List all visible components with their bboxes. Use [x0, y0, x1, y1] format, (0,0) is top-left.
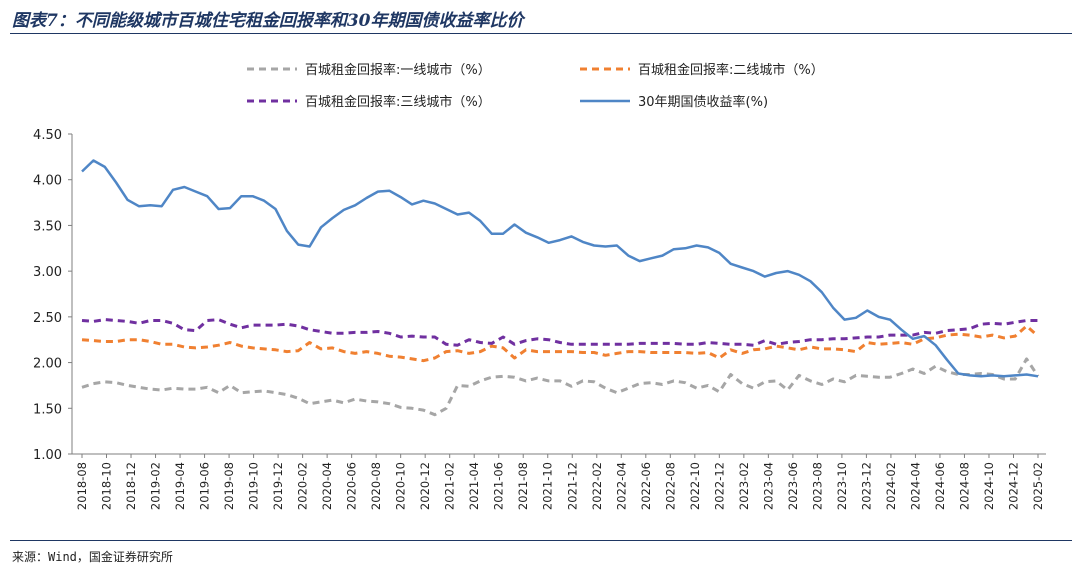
y-tick-label: 1.50	[33, 402, 62, 417]
legend-label: 百城租金回报率:一线城市（%）	[305, 62, 491, 78]
x-tick-label: 2024-04	[908, 462, 922, 510]
x-tick-label: 2023-12	[859, 462, 873, 510]
y-tick-label: 2.00	[33, 357, 62, 372]
x-tick-label: 2023-04	[761, 462, 775, 510]
title-underline	[10, 33, 1072, 34]
series-30y-bond-yield-line	[81, 159, 1039, 378]
x-tick-label: 2023-08	[810, 462, 824, 510]
plot-area	[81, 159, 1040, 417]
x-tick-label: 2021-10	[541, 462, 555, 510]
x-tick-label: 2021-12	[565, 462, 579, 510]
x-tick-label: 2025-02	[1031, 462, 1045, 510]
legend-label: 30年期国债收益率(%)	[638, 94, 768, 110]
y-tick-label: 4.50	[33, 128, 62, 143]
x-tick-label: 2022-04	[614, 462, 628, 510]
y-tick-label: 4.00	[33, 174, 62, 189]
x-tick-label: 2023-06	[786, 462, 800, 510]
x-tick-label: 2023-02	[737, 462, 751, 510]
x-tick-label: 2019-04	[173, 462, 187, 510]
y-tick-label: 3.00	[33, 265, 62, 280]
x-tick-label: 2022-02	[590, 462, 604, 510]
x-tick-label: 2020-04	[320, 462, 334, 510]
x-tick-label: 2021-08	[516, 462, 530, 510]
series-tier2-city-line	[81, 324, 1039, 363]
x-tick-label: 2019-02	[149, 462, 163, 510]
x-tick-label: 2019-08	[222, 462, 236, 510]
x-tick-label: 2023-10	[835, 462, 849, 510]
x-tick-label: 2020-06	[345, 462, 359, 510]
x-tick-label: 2024-06	[933, 462, 947, 510]
legend-label: 百城租金回报率:三线城市（%）	[305, 94, 491, 110]
x-tick-label: 2020-12	[418, 462, 432, 510]
x-tick-label: 2018-10	[100, 462, 114, 510]
x-tick-label: 2019-12	[271, 462, 285, 510]
y-tick-label: 3.50	[33, 219, 62, 234]
x-tick-label: 2022-10	[688, 462, 702, 510]
x-tick-label: 2020-02	[296, 462, 310, 510]
x-tick-label: 2024-10	[982, 462, 996, 510]
x-tick-label: 2022-06	[639, 462, 653, 510]
legend-label: 百城租金回报率:二线城市（%）	[638, 62, 824, 78]
x-tick-label: 2021-02	[443, 462, 457, 510]
x-axis: 2018-08 2018-10 2018-12 2019-02 2019-04 2019-…	[72, 453, 1046, 510]
x-tick-label: 2020-08	[369, 462, 383, 510]
source-divider	[10, 540, 1072, 541]
x-tick-label: 2018-12	[124, 462, 138, 510]
x-tick-label: 2019-06	[198, 462, 212, 510]
x-tick-label: 2021-04	[467, 462, 481, 510]
source-note: 来源：Wind，国金证券研究所	[12, 550, 173, 564]
x-tick-label: 2018-08	[75, 462, 89, 510]
x-tick-label: 2020-10	[394, 462, 408, 510]
x-tick-label: 2024-08	[957, 462, 971, 510]
y-tick-label: 1.00	[33, 448, 62, 463]
chart-title: 图表7：不同能级城市百城住宅租金回报率和30年期国债收益率比价	[12, 11, 524, 31]
x-tick-label: 2019-10	[247, 462, 261, 510]
x-tick-label: 2021-06	[492, 462, 506, 510]
series-tier3-city-line	[81, 318, 1038, 347]
series-tier1-city-line	[81, 357, 1040, 417]
x-tick-label: 2022-08	[663, 462, 677, 510]
x-tick-label: 2022-12	[712, 462, 726, 510]
x-tick-label: 2024-12	[1006, 462, 1020, 510]
y-axis: 4.50 4.00 3.50 3.00 2.50 2.00 1.50 1.00	[33, 128, 73, 463]
legend: 百城租金回报率:一线城市（%） 百城租金回报率:二线城市（%） 百城租金回报率:三线…	[247, 62, 824, 110]
y-tick-label: 2.50	[33, 311, 62, 326]
x-tick-label: 2024-02	[884, 462, 898, 510]
